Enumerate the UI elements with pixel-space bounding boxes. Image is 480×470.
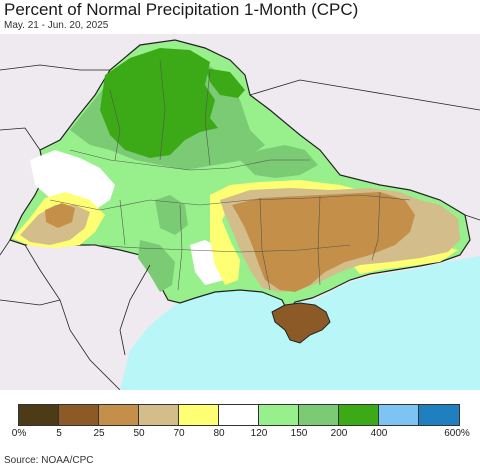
map-title: Percent of Normal Precipitation 1-Month … <box>4 0 359 19</box>
green-150-band-2 <box>240 145 318 178</box>
legend-swatch <box>379 405 419 425</box>
legend-tick-label: 600% <box>444 428 470 439</box>
legend-swatch <box>299 405 339 425</box>
legend-swatch <box>99 405 139 425</box>
source-credit: Source: NOAA/CPC <box>4 455 94 466</box>
legend-tick-label: 200 <box>330 428 348 439</box>
green-150-band-4 <box>138 240 175 292</box>
oblast-borders <box>49 59 411 291</box>
legend-tick-label: 120 <box>250 428 268 439</box>
legend-swatch <box>179 405 219 425</box>
brown-east <box>232 192 415 292</box>
legend-tick-label: 70 <box>173 428 185 439</box>
green-200-east <box>205 68 245 98</box>
legend-tick-labels: 0% 5 25 50 70 80 120 150 200 400 600% <box>0 428 480 442</box>
green-150-band-3 <box>155 195 188 235</box>
legend-tick-label: 150 <box>290 428 308 439</box>
legend-tick-label: 0% <box>11 428 27 439</box>
legend-tick-label: 25 <box>93 428 105 439</box>
color-legend <box>18 404 460 426</box>
legend-swatch <box>259 405 299 425</box>
country-borders <box>0 64 480 390</box>
legend-swatch <box>139 405 179 425</box>
legend-tick-label: 50 <box>133 428 145 439</box>
date-range-subtitle: May. 21 - Jun. 20, 2025 <box>4 20 109 31</box>
legend-swatch <box>219 405 259 425</box>
legend-tick-label: 400 <box>370 428 388 439</box>
legend-tick-label: 5 <box>56 428 62 439</box>
legend-swatch <box>59 405 99 425</box>
precipitation-map <box>0 34 480 390</box>
brown-west <box>45 203 75 228</box>
green-200-north <box>100 48 218 158</box>
legend-tick-label: 80 <box>213 428 225 439</box>
crimea-dry <box>271 302 331 344</box>
legend-swatch <box>419 405 459 425</box>
normal-patch-west <box>30 150 115 210</box>
legend-swatch <box>339 405 379 425</box>
legend-swatch <box>19 405 59 425</box>
